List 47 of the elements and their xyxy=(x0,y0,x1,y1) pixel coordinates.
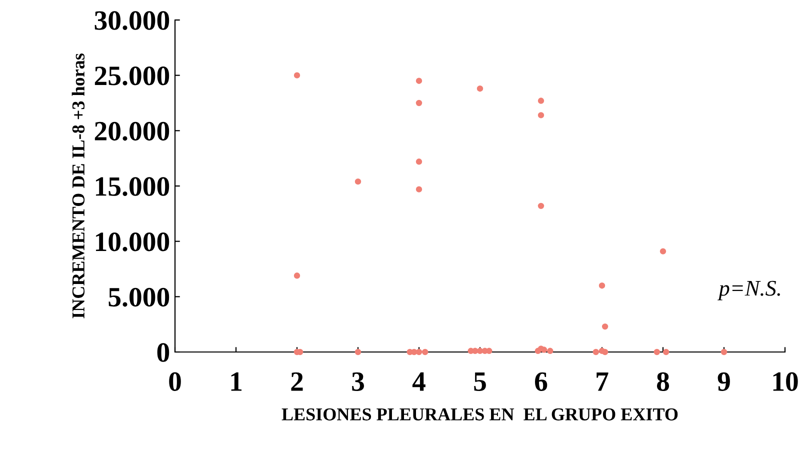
point xyxy=(538,202,544,210)
point xyxy=(411,348,418,356)
x-tick-label: 7 xyxy=(596,372,608,391)
point xyxy=(540,346,548,353)
y-tick-label: 25.000 xyxy=(94,66,170,86)
point xyxy=(720,348,728,356)
x-axis-title: LESIONES PLEURALES EN EL GRUPO EXITO xyxy=(282,408,678,420)
y-tick-label: 30.000 xyxy=(94,11,170,30)
point xyxy=(416,100,422,106)
x-tick-label: 8 xyxy=(656,372,670,391)
point xyxy=(422,348,428,356)
point xyxy=(602,323,608,330)
point xyxy=(416,78,422,84)
x-tick-label: 9 xyxy=(718,372,730,391)
annotation: p=N.S. xyxy=(717,280,780,300)
x-tick-label: 0 xyxy=(169,372,181,391)
point xyxy=(416,186,422,192)
y-tick-label: 15.000 xyxy=(96,177,170,196)
y-tick-label: 5.000 xyxy=(108,288,170,307)
x-tick-label: 4 xyxy=(412,372,426,391)
point xyxy=(538,112,544,118)
point xyxy=(354,348,362,356)
point xyxy=(354,178,362,185)
x-tick-label: 2 xyxy=(291,372,303,391)
x-tick-label: 1 xyxy=(231,372,242,391)
x-tick-label: 6 xyxy=(535,372,548,391)
point xyxy=(294,272,300,279)
point xyxy=(660,248,666,254)
y-tick-label: 0 xyxy=(157,343,170,362)
point xyxy=(476,86,484,92)
point xyxy=(654,348,660,356)
point xyxy=(547,348,554,354)
y-axis-title: INCREMENTO DE IL-8 +3 horas xyxy=(72,54,85,318)
point xyxy=(538,98,544,104)
y-tick-label: 10.000 xyxy=(96,232,170,252)
point xyxy=(598,282,606,289)
point xyxy=(592,348,599,356)
point xyxy=(662,348,670,356)
x-tick-label: 10 xyxy=(773,372,798,391)
x-tick-label: 5 xyxy=(474,372,486,391)
point xyxy=(416,158,422,165)
x-tick-label: 3 xyxy=(352,372,364,391)
y-tick-label: 20.000 xyxy=(94,122,170,141)
point xyxy=(294,72,300,78)
point xyxy=(476,348,484,354)
point xyxy=(602,348,608,356)
point xyxy=(416,348,422,356)
